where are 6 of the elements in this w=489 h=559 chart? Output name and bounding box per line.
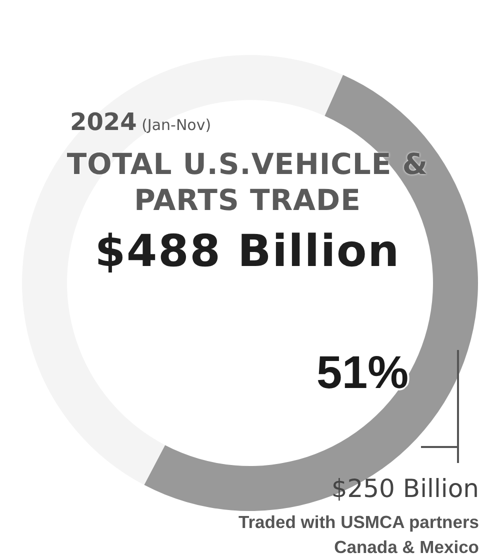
data-label: 51% (315, 345, 410, 399)
text: 2024 (Jan-Nov) (70, 108, 212, 136)
text: $488 Billion (94, 226, 402, 277)
text: Traded with USMCA partners Canada & Mexico (238, 511, 479, 559)
text: TOTAL U.S.VEHICLE & PARTS TRADE (66, 146, 430, 218)
text: $250 Billion (331, 474, 479, 503)
